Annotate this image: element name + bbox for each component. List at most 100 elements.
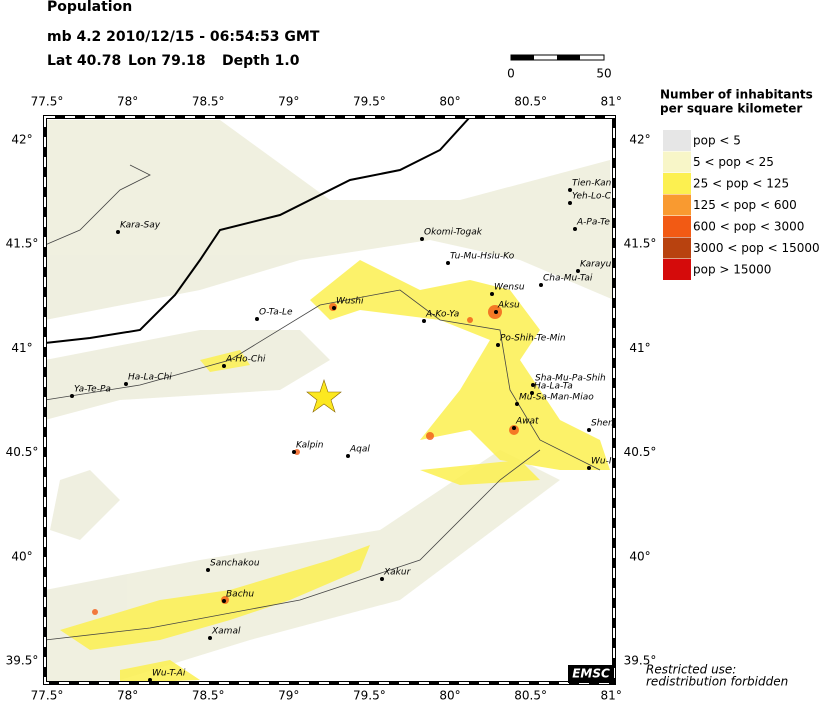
city-dot [70, 394, 74, 398]
event-lon: Lon 79.18 [128, 53, 206, 69]
lon-label: 79° [278, 95, 299, 109]
city-dot [530, 391, 534, 395]
lon-label: 80° [439, 95, 460, 109]
lat-label: 40° [11, 549, 32, 563]
lon-label: 78.5° [192, 95, 225, 109]
city-label: O-Ta-Le [259, 308, 293, 318]
city-dot [568, 188, 572, 192]
lon-label: 77.5° [31, 95, 64, 109]
legend-swatch [663, 173, 691, 194]
lat-label: 39.5° [6, 654, 39, 668]
scale-label: 50 [596, 67, 611, 81]
legend-swatch [663, 259, 691, 280]
city-label: Wu-T-Ai [152, 669, 186, 679]
city-label: Po-Shih-Te-Min [500, 334, 566, 344]
city-dot [380, 577, 384, 581]
city-label: Sha-Mu-Pa-Shih [535, 374, 606, 384]
city-label: Bachu [226, 590, 254, 600]
lon-label: 81° [601, 95, 622, 109]
city-label: Aqal [349, 445, 370, 455]
lon-label: 78° [117, 689, 138, 703]
city-dot [420, 237, 424, 241]
lon-label: 78.5° [192, 689, 225, 703]
city-label: Sanchakou [210, 559, 260, 569]
city-label: Ha-La-Ta [534, 382, 573, 392]
legend-swatch [663, 194, 691, 216]
city-dot [490, 292, 494, 296]
event-lat: Lat 40.78 [47, 53, 121, 69]
scale-label: 0 [507, 67, 515, 81]
city-label: A-Ho-Chi [225, 355, 266, 365]
city-dot [446, 261, 450, 265]
city-dot [222, 599, 226, 603]
logo: EMSC [572, 667, 610, 681]
city-label: Yeh-Lo-C [572, 192, 612, 202]
legend-label: 25 < pop < 125 [693, 177, 789, 191]
lon-label: 80° [439, 689, 460, 703]
lon-label: 79.5° [353, 689, 386, 703]
city-label: Kara-Say [120, 221, 161, 231]
legend-swatch [663, 237, 691, 259]
city-dot [255, 317, 259, 321]
legend-label: 125 < pop < 600 [693, 198, 797, 212]
city-dot [116, 230, 120, 234]
city-label: Xamal [211, 627, 241, 637]
city-label: Kalpin [296, 441, 324, 451]
scale-bar [510, 54, 605, 61]
lon-label: 80.5° [514, 95, 547, 109]
city-label: Awat [515, 417, 539, 427]
city-label: A-Pa-Te [576, 218, 610, 228]
city-dot [494, 310, 498, 314]
city-dot [512, 426, 516, 430]
legend-title: per square kilometer [660, 102, 802, 116]
city-label: Tien-Kan [572, 179, 612, 189]
epicenter [306, 379, 342, 413]
lat-label: 39.5° [624, 654, 657, 668]
legend-swatch [663, 130, 691, 151]
legend-label: 3000 < pop < 15000 [693, 241, 819, 255]
lon-label: 80.5° [514, 689, 547, 703]
notice: Restricted use: [646, 663, 736, 677]
legend-label: pop < 5 [693, 134, 741, 148]
legend-label: pop > 15000 [693, 263, 771, 277]
event-depth: Depth 1.0 [222, 53, 300, 69]
city-label: Cha-Mu-Tai [543, 274, 593, 284]
city-dot [539, 283, 543, 287]
city-label: Karayu [580, 260, 612, 270]
city-dot [515, 402, 519, 406]
city-dot [568, 201, 572, 205]
city-dot [531, 383, 535, 387]
city-dot [573, 227, 577, 231]
lat-label: 42° [11, 133, 32, 147]
lat-label: 41.5° [624, 237, 657, 251]
title: Population [47, 0, 132, 15]
city-dot [576, 269, 580, 273]
city-dot [346, 454, 350, 458]
city-dot [587, 466, 591, 470]
city-label: Wensu [494, 283, 525, 293]
city-dot [124, 382, 128, 386]
lon-label: 81° [601, 689, 622, 703]
lon-label: 78° [117, 95, 138, 109]
city-label: Ya-Te-Pa [74, 385, 111, 395]
lon-label: 77.5° [31, 689, 64, 703]
legend-swatch [663, 151, 691, 173]
legend-label: 600 < pop < 3000 [693, 220, 804, 234]
city-label: Xakur [383, 568, 412, 578]
lat-label: 40.5° [624, 445, 657, 459]
lon-label: 79° [278, 689, 299, 703]
event-info: mb 4.2 2010/12/15 - 06:54:53 GMT [47, 29, 320, 45]
lon-label: 79.5° [353, 95, 386, 109]
city-label: Tu-Mu-Hsiu-Ko [450, 252, 515, 262]
lat-label: 40.5° [6, 445, 39, 459]
legend-title: Number of inhabitants [660, 88, 813, 102]
lat-label: 40° [629, 549, 650, 563]
city-dot [496, 343, 500, 347]
city-dot [208, 636, 212, 640]
city-dot [292, 450, 296, 454]
city-dot [587, 428, 591, 432]
city-label: Mu-Sa-Man-Miao [519, 393, 594, 403]
lat-label: 42° [629, 133, 650, 147]
city-label: Shen [591, 419, 614, 429]
